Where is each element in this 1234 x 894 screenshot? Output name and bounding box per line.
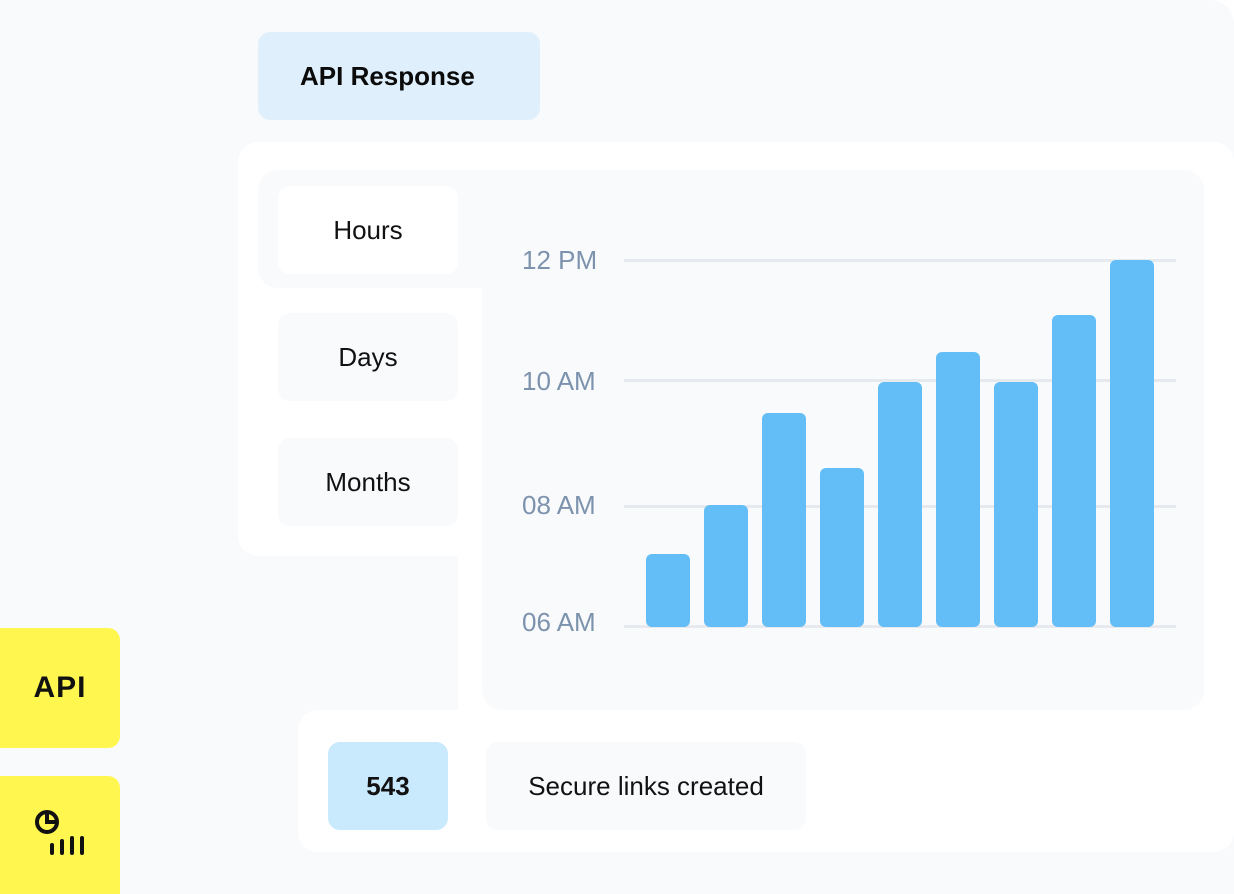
y-tick-label: 12 PM — [522, 245, 598, 275]
bar — [704, 504, 748, 627]
analytics-icon — [35, 810, 84, 855]
bar — [646, 553, 690, 627]
card-notch — [238, 556, 458, 710]
gridline — [624, 379, 1176, 382]
page-title: API Response — [258, 32, 540, 120]
bar — [1052, 315, 1096, 627]
bar — [936, 351, 980, 627]
bar — [762, 412, 806, 627]
y-tick-label: 10 AM — [522, 366, 596, 396]
bar — [878, 382, 922, 627]
y-tick-label: 08 AM — [522, 490, 596, 520]
stat-label: Secure links created — [486, 742, 806, 830]
bar — [994, 382, 1038, 627]
bar — [1110, 260, 1154, 627]
stat-value: 543 — [328, 742, 448, 830]
gridline — [624, 259, 1176, 262]
tab-days[interactable]: Days — [278, 313, 458, 401]
tabs-divider — [258, 288, 482, 308]
y-tick-label: 06 AM — [522, 607, 596, 637]
tab-hours[interactable]: Hours — [278, 186, 458, 274]
bar — [820, 467, 864, 627]
api-icon: API — [33, 671, 87, 704]
api-button[interactable]: API — [0, 628, 120, 748]
tab-months[interactable]: Months — [278, 438, 458, 526]
analytics-button[interactable] — [0, 776, 120, 894]
